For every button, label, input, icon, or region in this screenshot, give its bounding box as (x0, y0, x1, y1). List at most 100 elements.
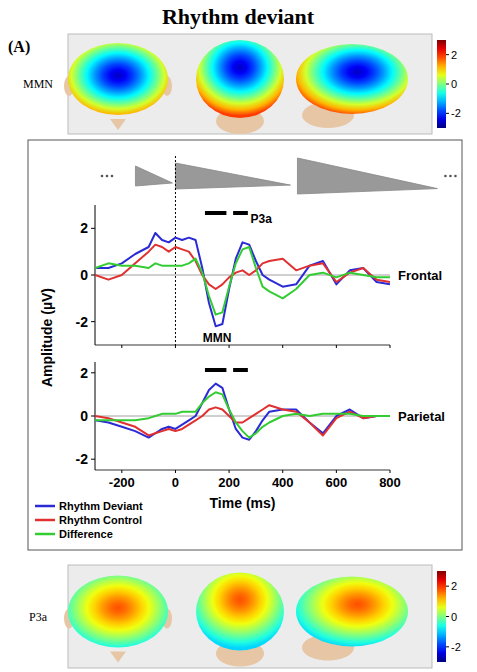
significance-bar (233, 211, 248, 215)
ellipsis-dot (111, 175, 114, 178)
legend-label: Rhythm Control (59, 514, 142, 526)
ellipsis-dot (101, 175, 104, 178)
y-tick-label: -2 (76, 314, 89, 330)
head-nose (110, 652, 126, 663)
y-tick-label: 2 (80, 220, 88, 236)
x-tick (229, 470, 230, 473)
x-tick (336, 345, 337, 348)
x-tick (229, 345, 230, 348)
colorbar-tick-label: -2 (451, 641, 461, 653)
zero-line (95, 416, 390, 417)
series-line (95, 392, 390, 437)
significance-bar (205, 368, 226, 372)
colorbar-tick (446, 646, 449, 647)
region-label: Parietal (398, 409, 445, 424)
colorbar-tick (446, 616, 449, 617)
topomap-frame (68, 34, 432, 134)
ellipsis-dot (106, 175, 109, 178)
x-tick (282, 470, 283, 473)
series-line (95, 384, 390, 440)
legend-swatch (35, 519, 55, 522)
onset-line (175, 156, 176, 345)
x-tick-label: 800 (379, 475, 401, 490)
series-line (95, 247, 390, 315)
y-tick (91, 228, 95, 229)
chart-frame (28, 140, 462, 550)
colorbar-tick-label: 2 (451, 580, 457, 592)
annotation: MMN (203, 331, 232, 345)
colorbar-tick-label: -2 (451, 107, 461, 119)
colorbar-tick (446, 113, 449, 114)
colorbar (437, 571, 446, 662)
plot-line: -2 0 2 -200 0 200 400 600 800 Parietal Time (ms) (76, 362, 445, 511)
sound-envelope (175, 163, 290, 189)
y-tick (91, 372, 95, 373)
topomap-head (68, 43, 168, 115)
legend-label: Difference (59, 528, 113, 540)
y-axis-title: Amplitude (µV) (39, 288, 55, 387)
figure: Rhythm deviant (A) 2 0 -2 MMN 2 0 -2 P3a -2 0 2 Front… (0, 0, 477, 672)
y-tick-label: 0 (80, 408, 88, 424)
topomap-label: P3a (29, 610, 48, 624)
series-group (95, 233, 390, 326)
head-nose (110, 119, 126, 130)
y-tick-label: 2 (80, 365, 88, 381)
legend-label: Rhythm Deviant (59, 500, 143, 512)
x-tick (390, 345, 391, 348)
sound-envelope (297, 158, 437, 194)
colorbar-tick (446, 54, 449, 55)
y-tick (91, 321, 95, 322)
sound-envelope (135, 166, 172, 186)
series-line (95, 233, 390, 326)
title: Rhythm deviant (162, 4, 315, 29)
x-axis (95, 470, 390, 471)
y-tick (91, 275, 95, 276)
topomap-head (68, 576, 168, 648)
x-tick-label: 200 (218, 475, 240, 490)
x-tick (282, 345, 283, 348)
legend-swatch (35, 533, 55, 536)
significance-bar (233, 368, 248, 372)
x-axis-title: Time (ms) (210, 495, 276, 511)
x-axis (95, 345, 390, 346)
x-tick (175, 345, 176, 348)
y-tick (91, 459, 95, 460)
x-tick (121, 470, 122, 473)
topomap-panel: 2 0 -2 (64, 34, 461, 134)
ellipsis-dot (449, 175, 452, 178)
x-tick-label: 600 (326, 475, 348, 490)
significance-bar (205, 211, 226, 215)
colorbar-tick-label: 0 (451, 78, 457, 90)
x-tick-label: -200 (109, 475, 135, 490)
region-label: Frontal (398, 268, 442, 283)
y-tick-label: 0 (80, 267, 88, 283)
annotation: P3a (251, 212, 273, 226)
plot-line: -2 0 2 Frontal MMN P3a Amplitude (µV) (39, 205, 442, 387)
ellipsis-dot (454, 175, 457, 178)
topomap-head (296, 577, 408, 647)
stimulus-schematic (101, 158, 457, 194)
topomap-label: MMN (23, 77, 53, 91)
y-tick-label: -2 (76, 451, 89, 467)
x-tick (336, 470, 337, 473)
x-tick (121, 345, 122, 348)
x-tick-label: 400 (272, 475, 294, 490)
panel-label: (A) (8, 38, 30, 56)
legend-swatch (35, 505, 55, 508)
y-tick (91, 416, 95, 417)
x-tick-label: 0 (172, 475, 179, 490)
colorbar-tick-label: 0 (451, 611, 457, 623)
topomap-frame (68, 565, 432, 668)
colorbar (437, 40, 446, 128)
colorbar-tick (446, 84, 449, 85)
x-tick (175, 470, 176, 473)
x-tick (390, 470, 391, 473)
topomap-head (196, 40, 284, 118)
series-group (95, 384, 390, 440)
topomap-head (296, 44, 408, 114)
topomap-head (196, 573, 284, 651)
topomap-panel: 2 0 -2 (64, 565, 461, 668)
colorbar-tick (446, 586, 449, 587)
ellipsis-dot (444, 175, 447, 178)
colorbar-tick-label: 2 (451, 49, 457, 61)
